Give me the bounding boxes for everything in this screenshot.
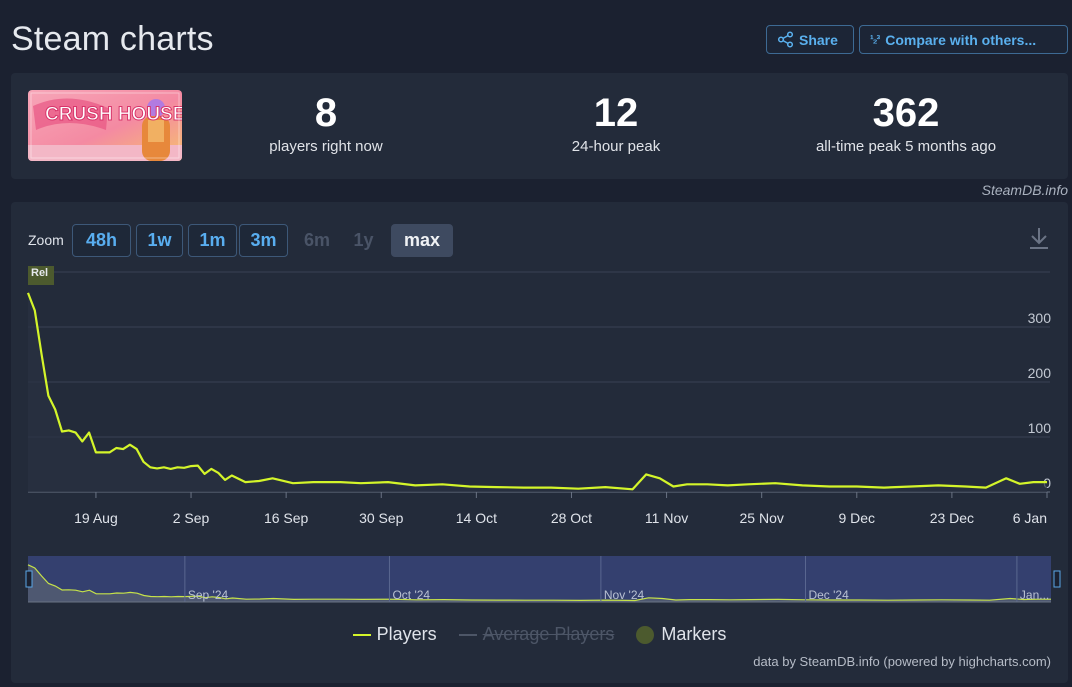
steamdb-credit[interactable]: SteamDB.info xyxy=(981,182,1068,198)
x-tick-label: 23 Dec xyxy=(930,510,974,526)
navigator-handle-left xyxy=(25,570,33,588)
zoom-button-1w[interactable]: 1w xyxy=(136,224,183,257)
players-chart[interactable]: 0 100 200 300 19 Aug 2 Sep 16 Sep 30 Sep 14 Oct 2… xyxy=(11,202,1068,622)
legend-label: Players xyxy=(376,624,437,644)
chart-legend: Players Average Players Markers xyxy=(11,624,1068,645)
navigator-label: Jan... xyxy=(1020,588,1049,602)
x-tick-label: 28 Oct xyxy=(551,510,592,526)
x-tick-label: 6 Jan xyxy=(1013,510,1047,526)
share-button[interactable]: Share xyxy=(766,25,854,54)
y-tick-label: 300 xyxy=(1028,310,1052,326)
x-tick-label: 11 Nov xyxy=(645,510,688,526)
compare-icon: ¹₂³ xyxy=(870,33,880,46)
navigator-label: Oct '24 xyxy=(392,588,430,602)
stat-24h-peak: 12 24-hour peak xyxy=(516,91,716,155)
stat-value: 12 xyxy=(593,91,639,135)
players-line xyxy=(26,292,1047,491)
legend-label: Markers xyxy=(661,624,727,644)
x-tick-label: 16 Sep xyxy=(264,510,309,526)
zoom-button-6m: 6m xyxy=(303,230,330,250)
stat-label: players right now xyxy=(269,138,383,155)
stat-value: 8 xyxy=(314,91,338,135)
x-tick-label: 19 Aug xyxy=(74,510,118,526)
navigator-label: Dec '24 xyxy=(808,588,849,602)
stat-all-time-peak: 362 all-time peak 5 months ago xyxy=(786,91,1026,155)
legend-average-players[interactable]: Average Players xyxy=(458,624,615,645)
compare-button[interactable]: ¹₂³ Compare with others... xyxy=(859,25,1068,54)
download-icon[interactable] xyxy=(1028,226,1050,250)
x-tick-label: 25 Nov xyxy=(740,510,784,526)
legend-players[interactable]: Players xyxy=(352,624,437,645)
x-tick-label: 2 Sep xyxy=(173,510,210,526)
navigator-handle-right xyxy=(1053,570,1061,588)
navigator-label: Sep '24 xyxy=(188,588,229,602)
compare-label: Compare with others... xyxy=(885,31,1037,48)
zoom-button-1m[interactable]: 1m xyxy=(188,224,237,257)
share-label: Share xyxy=(799,31,838,48)
zoom-button-1y: 1y xyxy=(353,230,374,250)
chart-panel: Zoom 48h 1w 1m 3m 6m 1y max 0 100 200 300 19 Aug 2 … xyxy=(11,202,1068,683)
y-tick-label: 200 xyxy=(1028,365,1052,381)
page-title: Steam charts xyxy=(11,20,214,58)
legend-line-icon xyxy=(458,633,477,636)
powered-by[interactable]: data by SteamDB.info (powered by highcha… xyxy=(753,654,1051,669)
players-area xyxy=(28,292,1047,492)
legend-label: Average Players xyxy=(482,624,615,644)
legend-markers[interactable]: Markers xyxy=(636,624,726,645)
game-logo-text: CRUSH HOUSE xyxy=(45,104,182,125)
navigator-line xyxy=(27,564,1051,602)
zoom-button-max[interactable]: max xyxy=(391,224,453,257)
game-thumbnail[interactable]: CRUSH HOUSE xyxy=(28,90,182,161)
stat-label: 24-hour peak xyxy=(571,138,661,155)
stat-current-players: 8 players right now xyxy=(226,91,426,155)
legend-dot-icon xyxy=(636,625,655,644)
legend-line-icon xyxy=(352,633,371,636)
share-icon xyxy=(777,31,794,48)
x-tick-label: 9 Dec xyxy=(838,510,875,526)
navigator-window xyxy=(28,556,1051,602)
zoom-button-3m[interactable]: 3m xyxy=(239,224,288,257)
stat-label: all-time peak 5 months ago xyxy=(815,138,997,155)
zoom-label: Zoom xyxy=(28,232,64,248)
y-tick-label: 0 xyxy=(1043,475,1051,491)
zoom-button-48h[interactable]: 48h xyxy=(72,224,131,257)
stats-panel: CRUSH HOUSE 8 players right now 12 24-ho… xyxy=(11,73,1068,179)
navigator-area xyxy=(28,564,1051,602)
navigator-label: Nov '24 xyxy=(604,588,645,602)
x-tick-label: 14 Oct xyxy=(456,510,497,526)
release-marker xyxy=(28,266,54,285)
y-tick-label: 100 xyxy=(1028,420,1052,436)
x-tick-label: 30 Sep xyxy=(359,510,404,526)
release-marker-label: Rel xyxy=(31,267,48,279)
stat-value: 362 xyxy=(872,91,940,135)
